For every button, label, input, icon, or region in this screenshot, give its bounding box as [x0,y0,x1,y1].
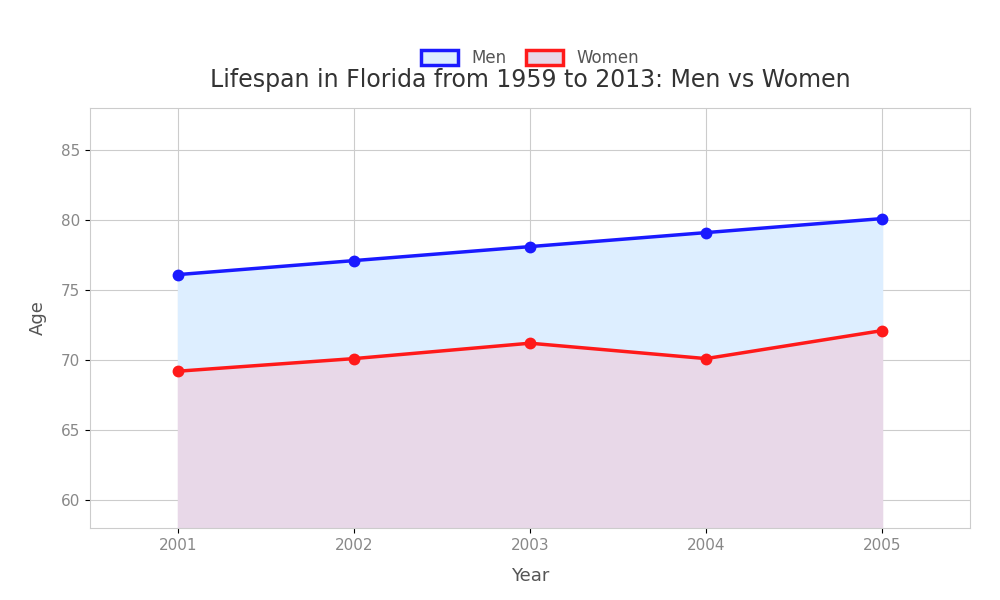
Legend: Men, Women: Men, Women [413,41,647,76]
X-axis label: Year: Year [511,566,549,584]
Y-axis label: Age: Age [29,301,47,335]
Title: Lifespan in Florida from 1959 to 2013: Men vs Women: Lifespan in Florida from 1959 to 2013: M… [210,68,850,92]
